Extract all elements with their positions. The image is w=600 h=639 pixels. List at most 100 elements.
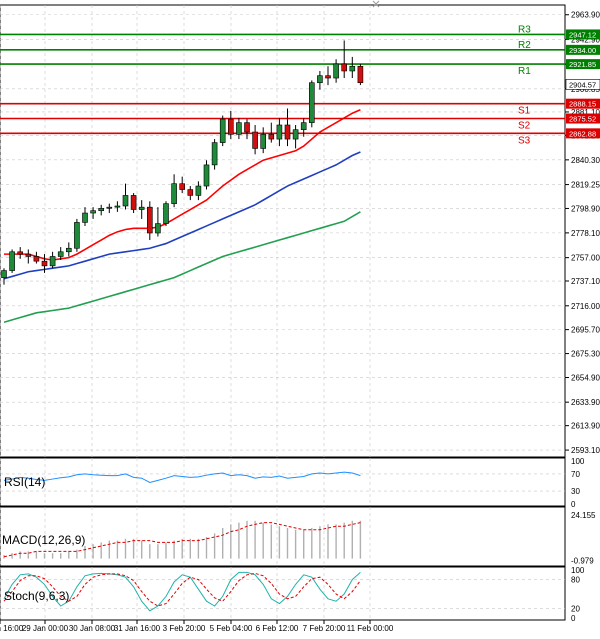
candle-body-up bbox=[66, 247, 72, 253]
grid-lines bbox=[0, 5, 565, 620]
candle-body-up bbox=[203, 164, 210, 187]
macd-signal-line bbox=[3, 522, 361, 558]
time-tick-label: 29 Jan 00:00 bbox=[22, 624, 69, 633]
candle-body-up bbox=[260, 134, 267, 149]
time-tick-label: 3 Feb 20:00 bbox=[163, 624, 206, 633]
pivot-level-tags: 2947.12 2934.00 2921.85 2888.15 2875.52 2862.… bbox=[565, 29, 600, 139]
level-price-tag: 2875.52 bbox=[569, 115, 596, 124]
candle-body-down bbox=[130, 195, 137, 210]
price-tick-label: 2798.90 bbox=[571, 204, 600, 213]
time-tick-label: 6 Feb 12:00 bbox=[256, 624, 299, 633]
level-price-tag-bg bbox=[566, 113, 600, 124]
candle-body-up bbox=[195, 185, 202, 196]
candle-body-down bbox=[33, 256, 40, 262]
candle-body-up bbox=[74, 222, 80, 249]
macd-label: MACD(12,26,9) bbox=[2, 533, 85, 547]
candle-body-up bbox=[317, 75, 323, 84]
candle-body-down bbox=[25, 253, 32, 257]
candle-body-down bbox=[147, 206, 153, 234]
candle-body-down bbox=[284, 124, 291, 140]
level-price-tag-bg bbox=[566, 98, 600, 109]
price-tick-label: 2963.90 bbox=[571, 11, 600, 20]
price-tick-label: 2942.90 bbox=[571, 35, 600, 44]
candle-body-up bbox=[114, 205, 121, 208]
candle-body-up bbox=[211, 142, 218, 166]
rsi-label: RSI(14) bbox=[4, 475, 45, 489]
rsi-scale-label: 100 bbox=[571, 457, 585, 466]
level-price-tag: 2947.12 bbox=[569, 30, 596, 39]
candle-body-up bbox=[308, 82, 315, 123]
level-name-s1: S1 bbox=[518, 106, 531, 117]
main-panel-frame bbox=[0, 4, 566, 458]
macd-scale-label: 24.155 bbox=[571, 511, 596, 520]
price-tick-label: 2675.30 bbox=[571, 350, 600, 359]
ma-line-long bbox=[3, 211, 361, 323]
candle-body-up bbox=[219, 118, 226, 143]
pivot-levels: R3 R2 R1 S1 S2 S3 bbox=[0, 24, 565, 146]
candle-body-down bbox=[17, 251, 24, 255]
level-price-tag: 2888.15 bbox=[569, 100, 596, 109]
level-price-tag: 2921.85 bbox=[569, 60, 596, 69]
time-tick-label: 7 Feb 20:00 bbox=[303, 624, 346, 633]
close-icon[interactable] bbox=[372, 0, 380, 8]
stoch-scale-label: 80 bbox=[571, 576, 580, 585]
candle-body-up bbox=[171, 183, 177, 204]
macd-scale-label: -0.979 bbox=[571, 556, 594, 565]
rsi-scale-label: 30 bbox=[571, 487, 580, 496]
price-tick-label: 2654.90 bbox=[571, 374, 600, 383]
stoch-label: Stoch(9,6,3) bbox=[4, 589, 69, 603]
candle-body-down bbox=[187, 189, 194, 196]
candle-body-down bbox=[357, 65, 364, 84]
price-tick-label: 2881.10 bbox=[571, 108, 600, 117]
level-price-tag-bg bbox=[566, 29, 600, 40]
rsi-panel: 100 70 30 0 bbox=[0, 457, 585, 509]
level-price-tag: 2934.00 bbox=[569, 46, 596, 55]
time-tick-label: 11 Feb 00:00 bbox=[347, 624, 394, 633]
candle-body-up bbox=[57, 251, 64, 257]
price-tick-label: 2778.10 bbox=[571, 229, 600, 238]
candle-body-down bbox=[341, 63, 348, 72]
time-tick-label: 31 Jan 16:00 bbox=[114, 624, 161, 633]
time-tick-label: 30 Jan 08:00 bbox=[69, 624, 116, 633]
candle-body-up bbox=[163, 203, 169, 224]
price-tick-label: 2695.70 bbox=[571, 326, 600, 335]
candle-body-down bbox=[228, 118, 234, 135]
level-name-r1: R1 bbox=[518, 66, 531, 77]
level-name-r2: R2 bbox=[518, 40, 531, 51]
level-name-s3: S3 bbox=[518, 135, 531, 146]
candle-body-up bbox=[98, 208, 104, 211]
candle-body-up bbox=[90, 210, 96, 214]
level-price-tag-bg bbox=[566, 128, 600, 139]
stoch-scale-label: 20 bbox=[571, 604, 580, 613]
candle-body-up bbox=[82, 212, 88, 223]
candle-body-down bbox=[244, 122, 250, 133]
macd-panel-frame bbox=[0, 506, 566, 567]
level-price-tag-bg bbox=[566, 44, 600, 55]
price-tick-label: 2757.00 bbox=[571, 254, 600, 263]
last-price-tag-bg bbox=[565, 79, 600, 90]
candle-body-up bbox=[292, 129, 299, 140]
price-tick-label: 2737.10 bbox=[571, 277, 600, 286]
stoch-scale-label: 0 bbox=[571, 614, 576, 623]
price-tick-label: 2633.90 bbox=[571, 398, 600, 407]
stoch-panel-frame bbox=[0, 566, 566, 621]
candle-body-up bbox=[122, 195, 129, 207]
price-tick-label: 2819.25 bbox=[571, 181, 600, 190]
price-tick-label: 2613.90 bbox=[571, 422, 600, 431]
macd-panel: 24.155 -0.979 bbox=[3, 511, 596, 565]
candle-body-up bbox=[9, 251, 15, 271]
candle-body-down bbox=[41, 260, 48, 267]
candle-body-up bbox=[300, 122, 307, 130]
price-tick-label: 2593.10 bbox=[571, 446, 600, 455]
last-price-tag: 2904.57 bbox=[569, 80, 596, 89]
level-price-tag: 2862.88 bbox=[569, 129, 596, 138]
candle-body-down bbox=[268, 134, 275, 140]
candles bbox=[1, 40, 364, 285]
candle-body-down bbox=[252, 131, 258, 149]
price-tick-label: 2840.30 bbox=[571, 156, 600, 165]
candle-body-up bbox=[236, 122, 242, 135]
